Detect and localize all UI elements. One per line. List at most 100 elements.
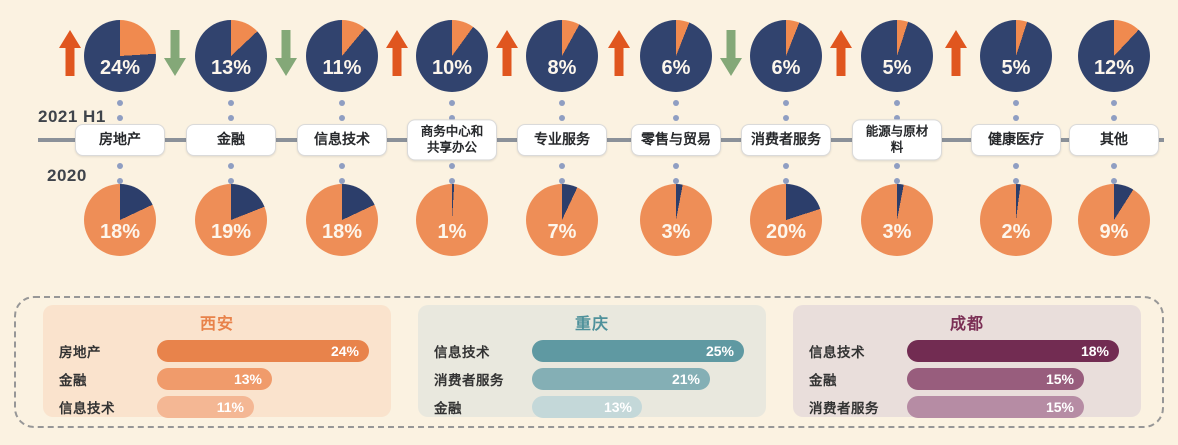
bar-row: 金融 15% <box>809 368 1141 390</box>
pie-2021-value: 6% <box>661 57 691 79</box>
pie-2020-value: 3% <box>661 221 691 243</box>
pie-2020: 19% <box>195 184 267 256</box>
bar-row: 信息技术 11% <box>59 396 391 418</box>
bar-row: 金融 13% <box>59 368 391 390</box>
timeline-column-10: 12% 其他 9% <box>1058 0 1170 260</box>
connector-dot <box>1111 115 1117 121</box>
up-arrow-icon <box>59 30 81 76</box>
pie-2020-value: 18% <box>99 221 141 243</box>
bar-value: 13% <box>233 371 262 387</box>
bar-value: 25% <box>705 343 734 359</box>
connector-dot <box>339 115 345 121</box>
bar: 15% <box>907 368 1084 390</box>
connector-dot <box>228 178 234 184</box>
pie-2021-value: 10% <box>431 57 473 79</box>
connector-dot <box>894 163 900 169</box>
category-label: 专业服务 <box>534 131 590 148</box>
bar-label: 信息技术 <box>434 345 490 360</box>
connector-dot <box>783 163 789 169</box>
category-box: 能源与原材 料 <box>852 119 942 161</box>
category-box: 其他 <box>1069 124 1159 156</box>
bar: 24% <box>157 340 369 362</box>
pie-2021-value: 11% <box>322 57 362 79</box>
connector-dot <box>559 163 565 169</box>
category-label: 零售与贸易 <box>641 131 711 148</box>
bar-value: 24% <box>330 343 359 359</box>
bar: 13% <box>157 368 272 390</box>
bar: 25% <box>532 340 744 362</box>
connector-dot <box>1111 163 1117 169</box>
category-box: 信息技术 <box>297 124 387 156</box>
pie-2021: 8% <box>526 20 598 92</box>
pie-2021-value: 12% <box>1093 57 1135 79</box>
bar: 18% <box>907 340 1119 362</box>
year-label-2020: 2020 <box>47 166 87 185</box>
connector-dot <box>117 163 123 169</box>
bar-row: 消费者服务 21% <box>434 368 766 390</box>
bar: 13% <box>532 396 642 418</box>
pie-2020: 20% <box>750 184 822 256</box>
bar-value: 15% <box>1045 399 1074 415</box>
bar-label: 房地产 <box>59 345 101 360</box>
connector-dot <box>228 115 234 121</box>
connector-dot <box>559 100 565 106</box>
bar-value: 21% <box>671 371 700 387</box>
connector-dot <box>1111 178 1117 184</box>
up-arrow-icon <box>608 30 630 76</box>
connector-dot <box>339 178 345 184</box>
bar-row: 信息技术 25% <box>434 340 766 362</box>
pie-2020-value: 7% <box>547 221 577 243</box>
connector-dot <box>673 100 679 106</box>
pie-2020: 1% <box>416 184 488 256</box>
connector-dot <box>1111 100 1117 106</box>
connector-dot <box>1013 115 1019 121</box>
timeline-column-8: 5% 能源与原材 料 3% <box>841 0 953 260</box>
connector-dot <box>449 115 455 121</box>
connector-dot <box>117 100 123 106</box>
down-arrow-icon <box>720 30 742 76</box>
connector-dot <box>894 178 900 184</box>
bar-label: 信息技术 <box>59 401 115 416</box>
pie-2021: 6% <box>640 20 712 92</box>
up-arrow-icon <box>830 30 852 76</box>
pie-2021-value: 5% <box>882 57 912 79</box>
category-box: 专业服务 <box>517 124 607 156</box>
timeline-column-5: 8% 专业服务 7% <box>506 0 618 260</box>
bar: 15% <box>907 396 1084 418</box>
up-arrow-icon <box>386 30 408 76</box>
bar: 21% <box>532 368 710 390</box>
bar-label: 信息技术 <box>809 345 865 360</box>
connector-dot <box>673 115 679 121</box>
connector-dot <box>559 115 565 121</box>
connector-dot <box>783 115 789 121</box>
connector-dot <box>117 178 123 184</box>
pie-2020-value: 3% <box>882 221 912 243</box>
connector-dot <box>339 163 345 169</box>
connector-dot <box>783 178 789 184</box>
connector-dot <box>449 178 455 184</box>
timeline-column-4: 10% 商务中心和 共享办公 1% <box>396 0 508 260</box>
category-label: 商务中心和 共享办公 <box>420 124 484 154</box>
pie-2021: 6% <box>750 20 822 92</box>
timeline-column-7: 6% 消费者服务 20% <box>730 0 842 260</box>
category-box: 健康医疗 <box>971 124 1061 156</box>
pie-2021: 5% <box>980 20 1052 92</box>
connector-dot <box>449 100 455 106</box>
cities-panel: 西安 房地产 24% 金融 13% 信息技术 11% 重庆 信息技术 25% 消费者服务 21% 金融 1… <box>14 296 1164 428</box>
pie-2021: 10% <box>416 20 488 92</box>
pie-2021-value: 13% <box>210 57 252 79</box>
pie-2020: 9% <box>1078 184 1150 256</box>
category-label: 其他 <box>1100 131 1128 148</box>
category-label: 房地产 <box>99 131 141 148</box>
bar-row: 房地产 24% <box>59 340 391 362</box>
connector-dot <box>559 178 565 184</box>
year-label-2021-h1: 2021 H1 <box>38 107 106 126</box>
category-box: 零售与贸易 <box>631 124 721 156</box>
connector-dot <box>117 115 123 121</box>
pie-2021: 24% <box>84 20 156 92</box>
pie-2020-value: 2% <box>1001 221 1031 243</box>
category-box: 金融 <box>186 124 276 156</box>
pie-2021: 11% <box>306 20 378 92</box>
timeline-column-6: 6% 零售与贸易 3% <box>620 0 732 260</box>
bar-row: 信息技术 18% <box>809 340 1141 362</box>
